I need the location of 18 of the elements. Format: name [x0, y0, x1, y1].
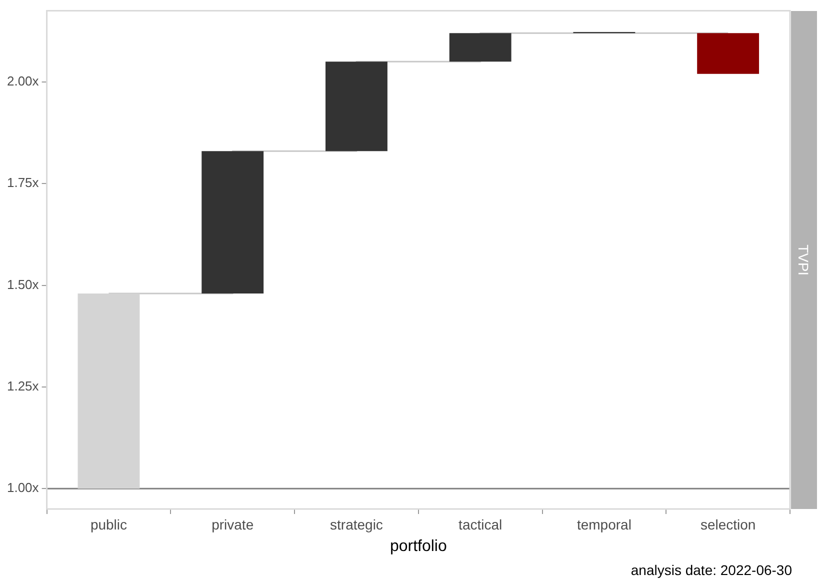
y2-axis-title: TVPI	[796, 244, 812, 276]
text: analysis date: 2022-06-30	[630, 562, 792, 578]
bar	[326, 62, 388, 152]
x-tick-label: strategic	[330, 516, 383, 532]
x-axis-title: portfolio	[390, 538, 447, 555]
bar	[697, 33, 760, 74]
y-tick-label: 2.00x	[6, 74, 40, 89]
y-tick-label: 1.75x	[6, 175, 40, 190]
x-tick-label: private	[212, 516, 254, 532]
x-tick-label: temporal	[576, 516, 632, 532]
y-tick-label: 1.25x	[6, 378, 40, 394]
x-tick-label: selection	[700, 516, 756, 532]
x-tick-label: public	[90, 516, 128, 532]
bar	[202, 151, 264, 294]
bar	[449, 33, 512, 62]
y-tick-label: 1.00x	[6, 480, 40, 496]
y-tick-label: 1.50x	[6, 276, 40, 292]
x-tick-label: tactical	[458, 516, 502, 532]
